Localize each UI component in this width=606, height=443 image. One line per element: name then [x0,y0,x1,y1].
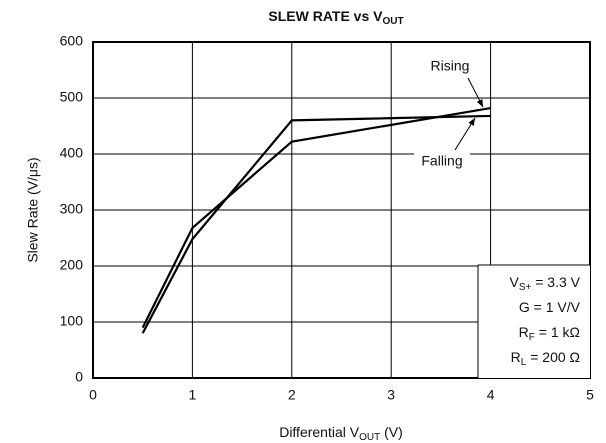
annotation-box [478,265,590,378]
x-tick-label: 0 [89,387,97,403]
subscript: OUT [382,16,403,27]
text-part: R [519,324,529,340]
text-part: V [509,274,519,290]
y-tick-label: 500 [60,89,84,105]
plot-border [92,41,591,379]
series-line [141,114,491,334]
text-part: (V) [380,424,403,440]
text-part: = 200 Ω [526,349,580,365]
text-part: = 3.3 V [531,274,580,290]
text-part: R [511,349,521,365]
y-tick-label: 400 [60,145,84,161]
annotation: RF = 1 kΩ [519,324,580,343]
y-tick-label: 600 [60,33,84,49]
arrow-head [468,118,475,126]
series-line [141,106,491,329]
text-part: G = 1 V/V [519,299,581,315]
y-tick-label: 200 [60,257,84,273]
annotation: G = 1 V/V [519,299,581,315]
y-tick-label: 100 [60,313,84,329]
subscript: F [529,332,535,343]
annotation: RL = 200 Ω [511,349,580,368]
x-tick-label: 5 [586,387,594,403]
y-axis-label: Slew Rate (V/μs) [25,157,41,262]
x-tick-label: 1 [189,387,197,403]
legend-label: Falling [421,153,462,169]
x-tick-label: 3 [387,387,395,403]
legend-label: Rising [431,58,470,74]
x-axis-label: Differential VOUT (V) [279,424,403,443]
legend-label-bg [414,153,470,171]
subscript: OUT [359,432,380,443]
y-tick-label: 300 [60,201,84,217]
text-part: = 1 kΩ [535,324,580,340]
text-part: SLEW RATE vs V [268,8,383,24]
annotation: VS+ = 3.3 V [509,274,580,293]
subscript: S+ [519,282,532,293]
arrow-head [476,99,483,107]
y-tick-label: 0 [75,369,83,385]
chart-title: SLEW RATE vs VOUT [268,8,403,27]
subscript: L [521,357,527,368]
x-tick-label: 2 [288,387,296,403]
legend-label-bg [422,58,478,76]
x-tick-label: 4 [487,387,495,403]
text-part: Differential V [279,424,360,440]
